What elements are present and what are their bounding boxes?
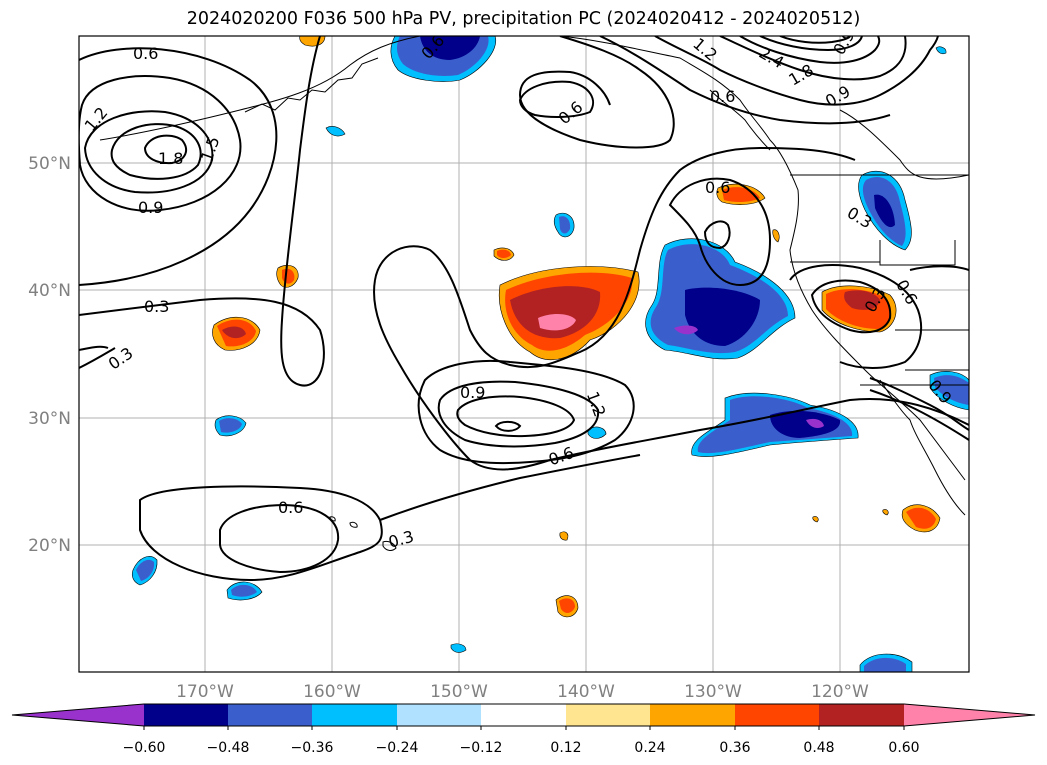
- graticule: [79, 36, 969, 672]
- colorbar-segment: [904, 704, 1035, 726]
- lon-label: 170°W: [176, 682, 234, 702]
- colorbar-tick-label: 0.12: [550, 740, 581, 756]
- colorbar-segment: [735, 704, 819, 726]
- colorbar-tick-label: −0.60: [123, 740, 166, 756]
- contour-label: 0.6: [278, 498, 303, 517]
- colorbar-segment: [12, 704, 144, 726]
- colorbar-ticks: −0.60 −0.48 −0.36 −0.24 −0.12 0.12 0.24 …: [123, 740, 920, 756]
- lon-label: 120°W: [811, 682, 869, 702]
- colorbar-tick-label: 0.24: [634, 740, 665, 756]
- contour-label: 0.3: [144, 297, 169, 316]
- political-borders: [790, 174, 969, 386]
- lon-label: 130°W: [684, 682, 742, 702]
- longitude-labels: 170°W 160°W 150°W 140°W 130°W 120°W: [176, 682, 869, 702]
- colorbar-tick-label: 0.48: [803, 740, 834, 756]
- colorbar-segment: [819, 704, 904, 726]
- colorbar-segment: [144, 704, 228, 726]
- precipitation-shading: [131, 36, 969, 672]
- colorbar-tick-label: 0.60: [888, 740, 919, 756]
- lon-label: 160°W: [303, 682, 361, 702]
- contour-label: 0.9: [460, 383, 485, 402]
- contour-nw-06: [79, 47, 278, 286]
- map-frame: [78, 35, 970, 673]
- colorbar-tick-label: −0.36: [291, 740, 334, 756]
- map-panel: 0.6 1.2 1.8 1.5 0.9 0.3 0.3 0.6 0.6 0.9 …: [79, 36, 969, 672]
- contour-03-west: [79, 36, 325, 387]
- contour-label: 0.6: [133, 44, 158, 63]
- colorbar-tick-label: −0.24: [376, 740, 419, 756]
- contour-label: 1.8: [158, 149, 183, 168]
- colorbar: [11, 703, 1036, 730]
- lat-label: 50°N: [28, 154, 71, 174]
- colorbar-segment: [397, 704, 481, 726]
- colorbar-segment: [228, 704, 312, 726]
- contour-label: 0.6: [710, 87, 735, 106]
- lon-label: 150°W: [430, 682, 488, 702]
- colorbar-segment: [566, 704, 650, 726]
- contour-03-central: [374, 146, 856, 369]
- contour-sw-06: [219, 503, 340, 574]
- contour-california: [789, 264, 923, 369]
- contour-06-top: [518, 36, 675, 149]
- lat-label: 40°N: [28, 281, 71, 301]
- lat-label: 20°N: [28, 536, 71, 556]
- colorbar-tick-label: 0.36: [719, 740, 750, 756]
- colorbar-segment: [481, 704, 566, 726]
- contour-label: 0.9: [138, 198, 163, 217]
- latitude-labels: 50°N 40°N 30°N 20°N: [28, 154, 71, 556]
- colorbar-tick-label: −0.12: [460, 740, 503, 756]
- colorbar-tick-label: −0.48: [207, 740, 250, 756]
- lat-label: 30°N: [28, 409, 71, 429]
- colorbar-segment: [312, 704, 397, 726]
- colorbar-segment: [650, 704, 735, 726]
- contour-central-low: [417, 359, 635, 465]
- lon-label: 140°W: [557, 682, 615, 702]
- contour-label: 0.6: [705, 178, 730, 197]
- contour-06-ne: [668, 177, 772, 287]
- contour-top-right: [719, 36, 907, 81]
- map-title: 2024020200 F036 500 hPa PV, precipitatio…: [186, 9, 861, 29]
- pv-contours: [79, 36, 969, 582]
